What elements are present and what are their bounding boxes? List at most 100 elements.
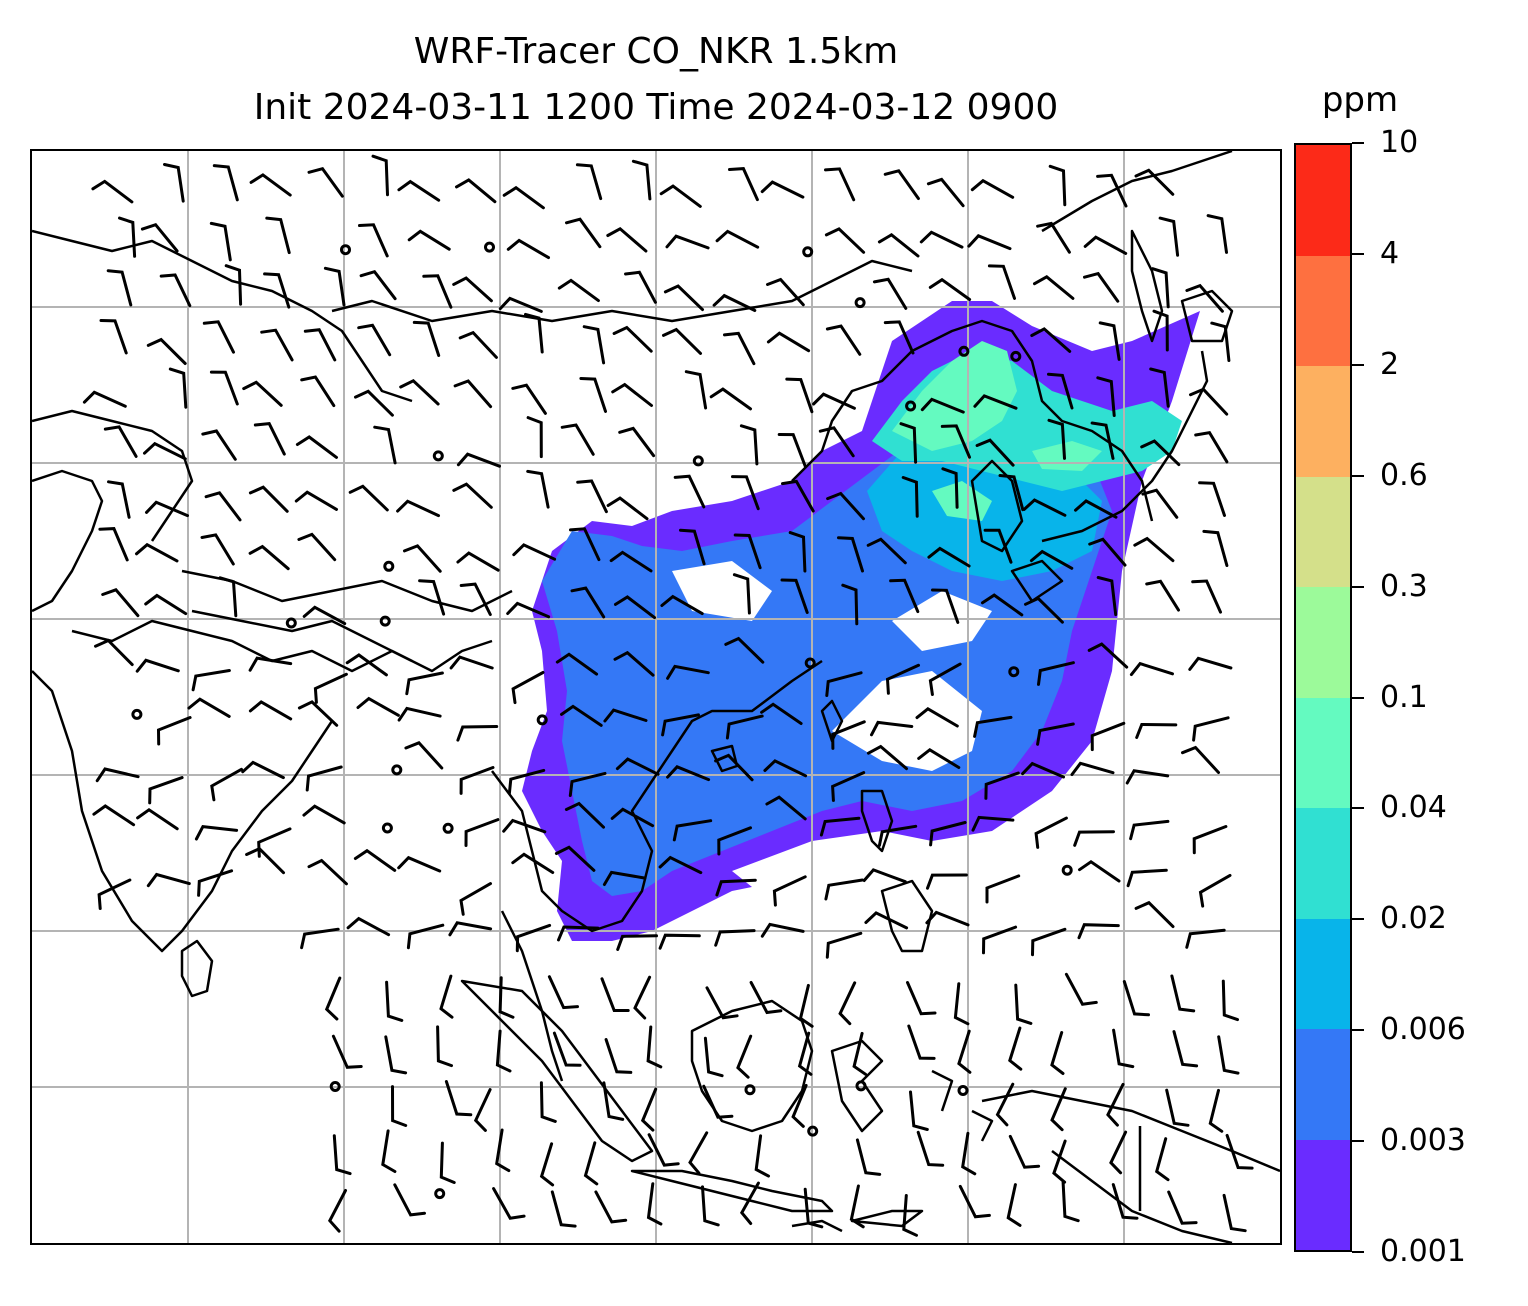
wind-barb <box>917 747 961 769</box>
wind-barb <box>714 753 754 782</box>
wind-barb <box>688 1131 709 1175</box>
wind-barb <box>200 533 235 566</box>
colorbar-tick <box>1352 252 1364 255</box>
wind-barb <box>348 484 389 512</box>
wind-barb <box>143 441 187 461</box>
wind-barb <box>547 975 579 1010</box>
wind-barb <box>300 927 340 950</box>
wind-barb <box>970 178 1015 199</box>
wind-barb <box>1111 1183 1139 1220</box>
wind-barb <box>194 824 239 841</box>
wind-barb <box>798 983 814 1028</box>
wind-barb <box>1167 1190 1198 1225</box>
wind-barb <box>191 669 231 692</box>
wind-barb <box>901 476 919 518</box>
colorbar-segment <box>1296 918 1350 1029</box>
wind-barb <box>456 452 501 468</box>
colorbar-segment <box>1296 255 1350 366</box>
wind-barb <box>818 426 855 458</box>
wind-barb <box>502 818 547 834</box>
wind-barb <box>353 848 397 872</box>
wind-barb <box>616 934 658 951</box>
wind-barb <box>763 759 808 778</box>
wind-barb <box>248 700 293 721</box>
wind-barb <box>907 1024 936 1060</box>
wind-barb <box>99 319 128 355</box>
calm-wind-circle <box>802 246 814 258</box>
wind-barb <box>1061 1181 1080 1223</box>
calm-wind-circle <box>434 1188 446 1200</box>
wind-barb <box>359 269 397 301</box>
wind-barb <box>1194 430 1229 464</box>
wind-barb <box>1083 271 1120 303</box>
wind-barb <box>658 855 703 875</box>
wind-barb <box>1006 1183 1022 1227</box>
wind-barb <box>760 702 803 725</box>
wind-barb <box>739 1181 760 1225</box>
wind-barb <box>609 550 653 573</box>
wind-barb <box>1185 283 1224 313</box>
wind-barb <box>439 1141 456 1184</box>
colorbar-tick-label: 0.6 <box>1380 457 1428 493</box>
wind-barb <box>1125 769 1170 785</box>
map-panel[interactable] <box>30 149 1282 1245</box>
wind-barb <box>615 757 660 776</box>
wind-barb <box>766 331 811 353</box>
calm-wind-circle <box>285 617 297 629</box>
wind-barb <box>1090 721 1126 752</box>
wind-barb <box>1222 1193 1247 1233</box>
wind-barb <box>1225 1133 1254 1170</box>
wind-barb <box>872 277 908 310</box>
wind-barb <box>135 658 180 673</box>
wind-barb <box>981 593 1024 617</box>
wind-barb <box>163 163 185 203</box>
calm-wind-circle <box>340 244 351 256</box>
wind-barb <box>733 533 762 570</box>
wind-barb <box>703 1036 724 1078</box>
calm-wind-circle <box>383 560 395 572</box>
colorbar-tick <box>1352 1140 1364 1143</box>
wind-barb <box>953 982 970 1026</box>
colorbar-segment <box>1296 1139 1350 1250</box>
wind-barb <box>507 768 546 795</box>
colorbar-tick-label: 2 <box>1380 346 1400 382</box>
calm-wind-circle <box>1010 350 1022 362</box>
wind-barb <box>295 435 338 459</box>
wind-barb <box>760 180 805 199</box>
wind-barb <box>118 216 137 258</box>
wind-barb <box>765 795 807 821</box>
wind-barb <box>732 573 751 615</box>
wind-barb <box>439 974 454 1019</box>
indochina-coast <box>491 659 823 933</box>
wind-barb <box>560 423 595 456</box>
wind-barb <box>452 276 493 303</box>
wind-barb <box>941 467 959 509</box>
colorbar-segment <box>1296 1029 1350 1140</box>
wind-barb <box>906 981 937 1016</box>
wind-barb <box>838 981 857 1026</box>
wind-barb <box>1140 439 1181 467</box>
wind-barb <box>780 578 809 614</box>
wind-barb <box>611 382 653 407</box>
malay-peninsula <box>500 910 564 1082</box>
wind-barb <box>107 480 131 519</box>
wind-barb <box>1083 235 1128 255</box>
calm-wind-circle <box>692 455 704 467</box>
wind-barb <box>841 583 859 626</box>
wind-barb <box>1073 830 1115 847</box>
wind-barb <box>1172 1030 1199 1068</box>
wind-barb <box>1096 173 1128 208</box>
wind-barb <box>135 542 179 563</box>
wind-barb <box>418 579 446 616</box>
wind-barb <box>812 392 856 410</box>
wind-barb <box>987 264 1016 300</box>
wind-barb <box>604 1038 633 1074</box>
sulawesi <box>830 1039 884 1133</box>
philippines-luzon <box>860 789 894 853</box>
wind-barb <box>204 491 242 522</box>
sumatra <box>460 979 654 1163</box>
wind-barb <box>564 801 605 829</box>
wind-barb <box>97 878 132 910</box>
wind-barb <box>260 328 294 362</box>
india-north-border <box>71 619 493 673</box>
